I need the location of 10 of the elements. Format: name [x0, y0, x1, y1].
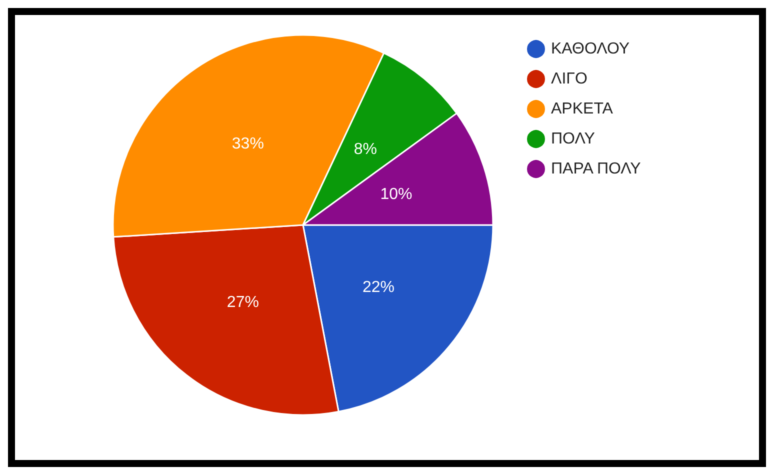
legend-label: ΠΟΛΥ — [551, 130, 596, 148]
legend-label: ΠΑΡΑ ΠΟΛΥ — [551, 160, 642, 178]
data-label: 10% — [380, 186, 412, 204]
legend-label: ΑΡΚΕΤΑ — [551, 100, 614, 118]
data-label: 33% — [232, 135, 264, 152]
data-label: 22% — [362, 278, 395, 296]
data-label: 27% — [226, 294, 259, 311]
legend-label: ΛΙΓΟ — [551, 70, 588, 88]
legend-label: ΚΑΘΟΛΟΥ — [551, 40, 630, 58]
data-label: 8% — [354, 140, 378, 158]
